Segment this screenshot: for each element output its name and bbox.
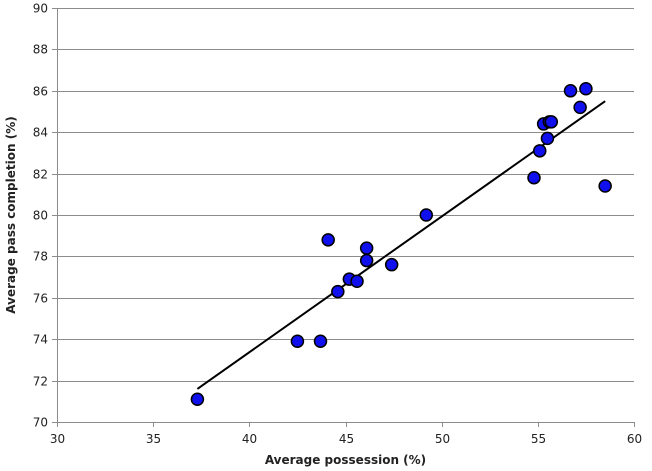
data-point bbox=[359, 253, 374, 268]
data-point bbox=[190, 392, 205, 406]
y-tick-label: 76 bbox=[33, 292, 48, 306]
data-point bbox=[573, 100, 587, 115]
y-tick-label: 82 bbox=[33, 168, 48, 182]
x-tick-label: 35 bbox=[146, 432, 161, 446]
y-tick-label: 88 bbox=[33, 43, 48, 57]
data-point bbox=[563, 84, 578, 98]
y-tick-label: 70 bbox=[33, 416, 48, 430]
x-tick-label: 45 bbox=[339, 432, 354, 446]
data-points bbox=[190, 81, 612, 406]
y-tick-label: 72 bbox=[33, 375, 48, 389]
data-point bbox=[419, 208, 434, 222]
x-tick-label: 55 bbox=[531, 432, 546, 446]
y-tick-label: 74 bbox=[33, 333, 48, 347]
y-tick-label: 86 bbox=[33, 85, 48, 99]
x-tick-label: 30 bbox=[50, 432, 65, 446]
data-point bbox=[384, 257, 399, 272]
data-point bbox=[359, 241, 374, 255]
y-tick-label: 78 bbox=[33, 250, 48, 264]
tick-labels: 70 72 74 76 78 80 82 84 86 88 90 30 35 40 45 50 55 60 bbox=[33, 2, 642, 447]
data-point bbox=[313, 334, 328, 349]
y-tick-label: 84 bbox=[33, 126, 48, 140]
trendline-group bbox=[196, 100, 606, 390]
data-point bbox=[544, 115, 559, 129]
data-point bbox=[290, 334, 305, 349]
y-tick-label: 90 bbox=[33, 2, 48, 16]
data-point bbox=[540, 131, 555, 146]
axes bbox=[52, 8, 635, 427]
gridlines bbox=[57, 8, 634, 382]
y-tick-label: 80 bbox=[33, 209, 48, 223]
x-tick-label: 50 bbox=[435, 432, 450, 446]
data-point bbox=[598, 179, 612, 193]
y-axis-title: Average pass completion (%) bbox=[4, 116, 18, 313]
data-point bbox=[579, 81, 593, 96]
trendline bbox=[196, 100, 606, 390]
x-tick-label: 40 bbox=[242, 432, 257, 446]
data-point bbox=[321, 233, 335, 247]
x-axis-title: Average possession (%) bbox=[265, 453, 426, 467]
data-point bbox=[527, 170, 541, 185]
data-point bbox=[533, 144, 547, 158]
x-tick-label: 60 bbox=[627, 432, 642, 446]
data-point bbox=[350, 274, 364, 288]
data-point bbox=[331, 284, 345, 299]
